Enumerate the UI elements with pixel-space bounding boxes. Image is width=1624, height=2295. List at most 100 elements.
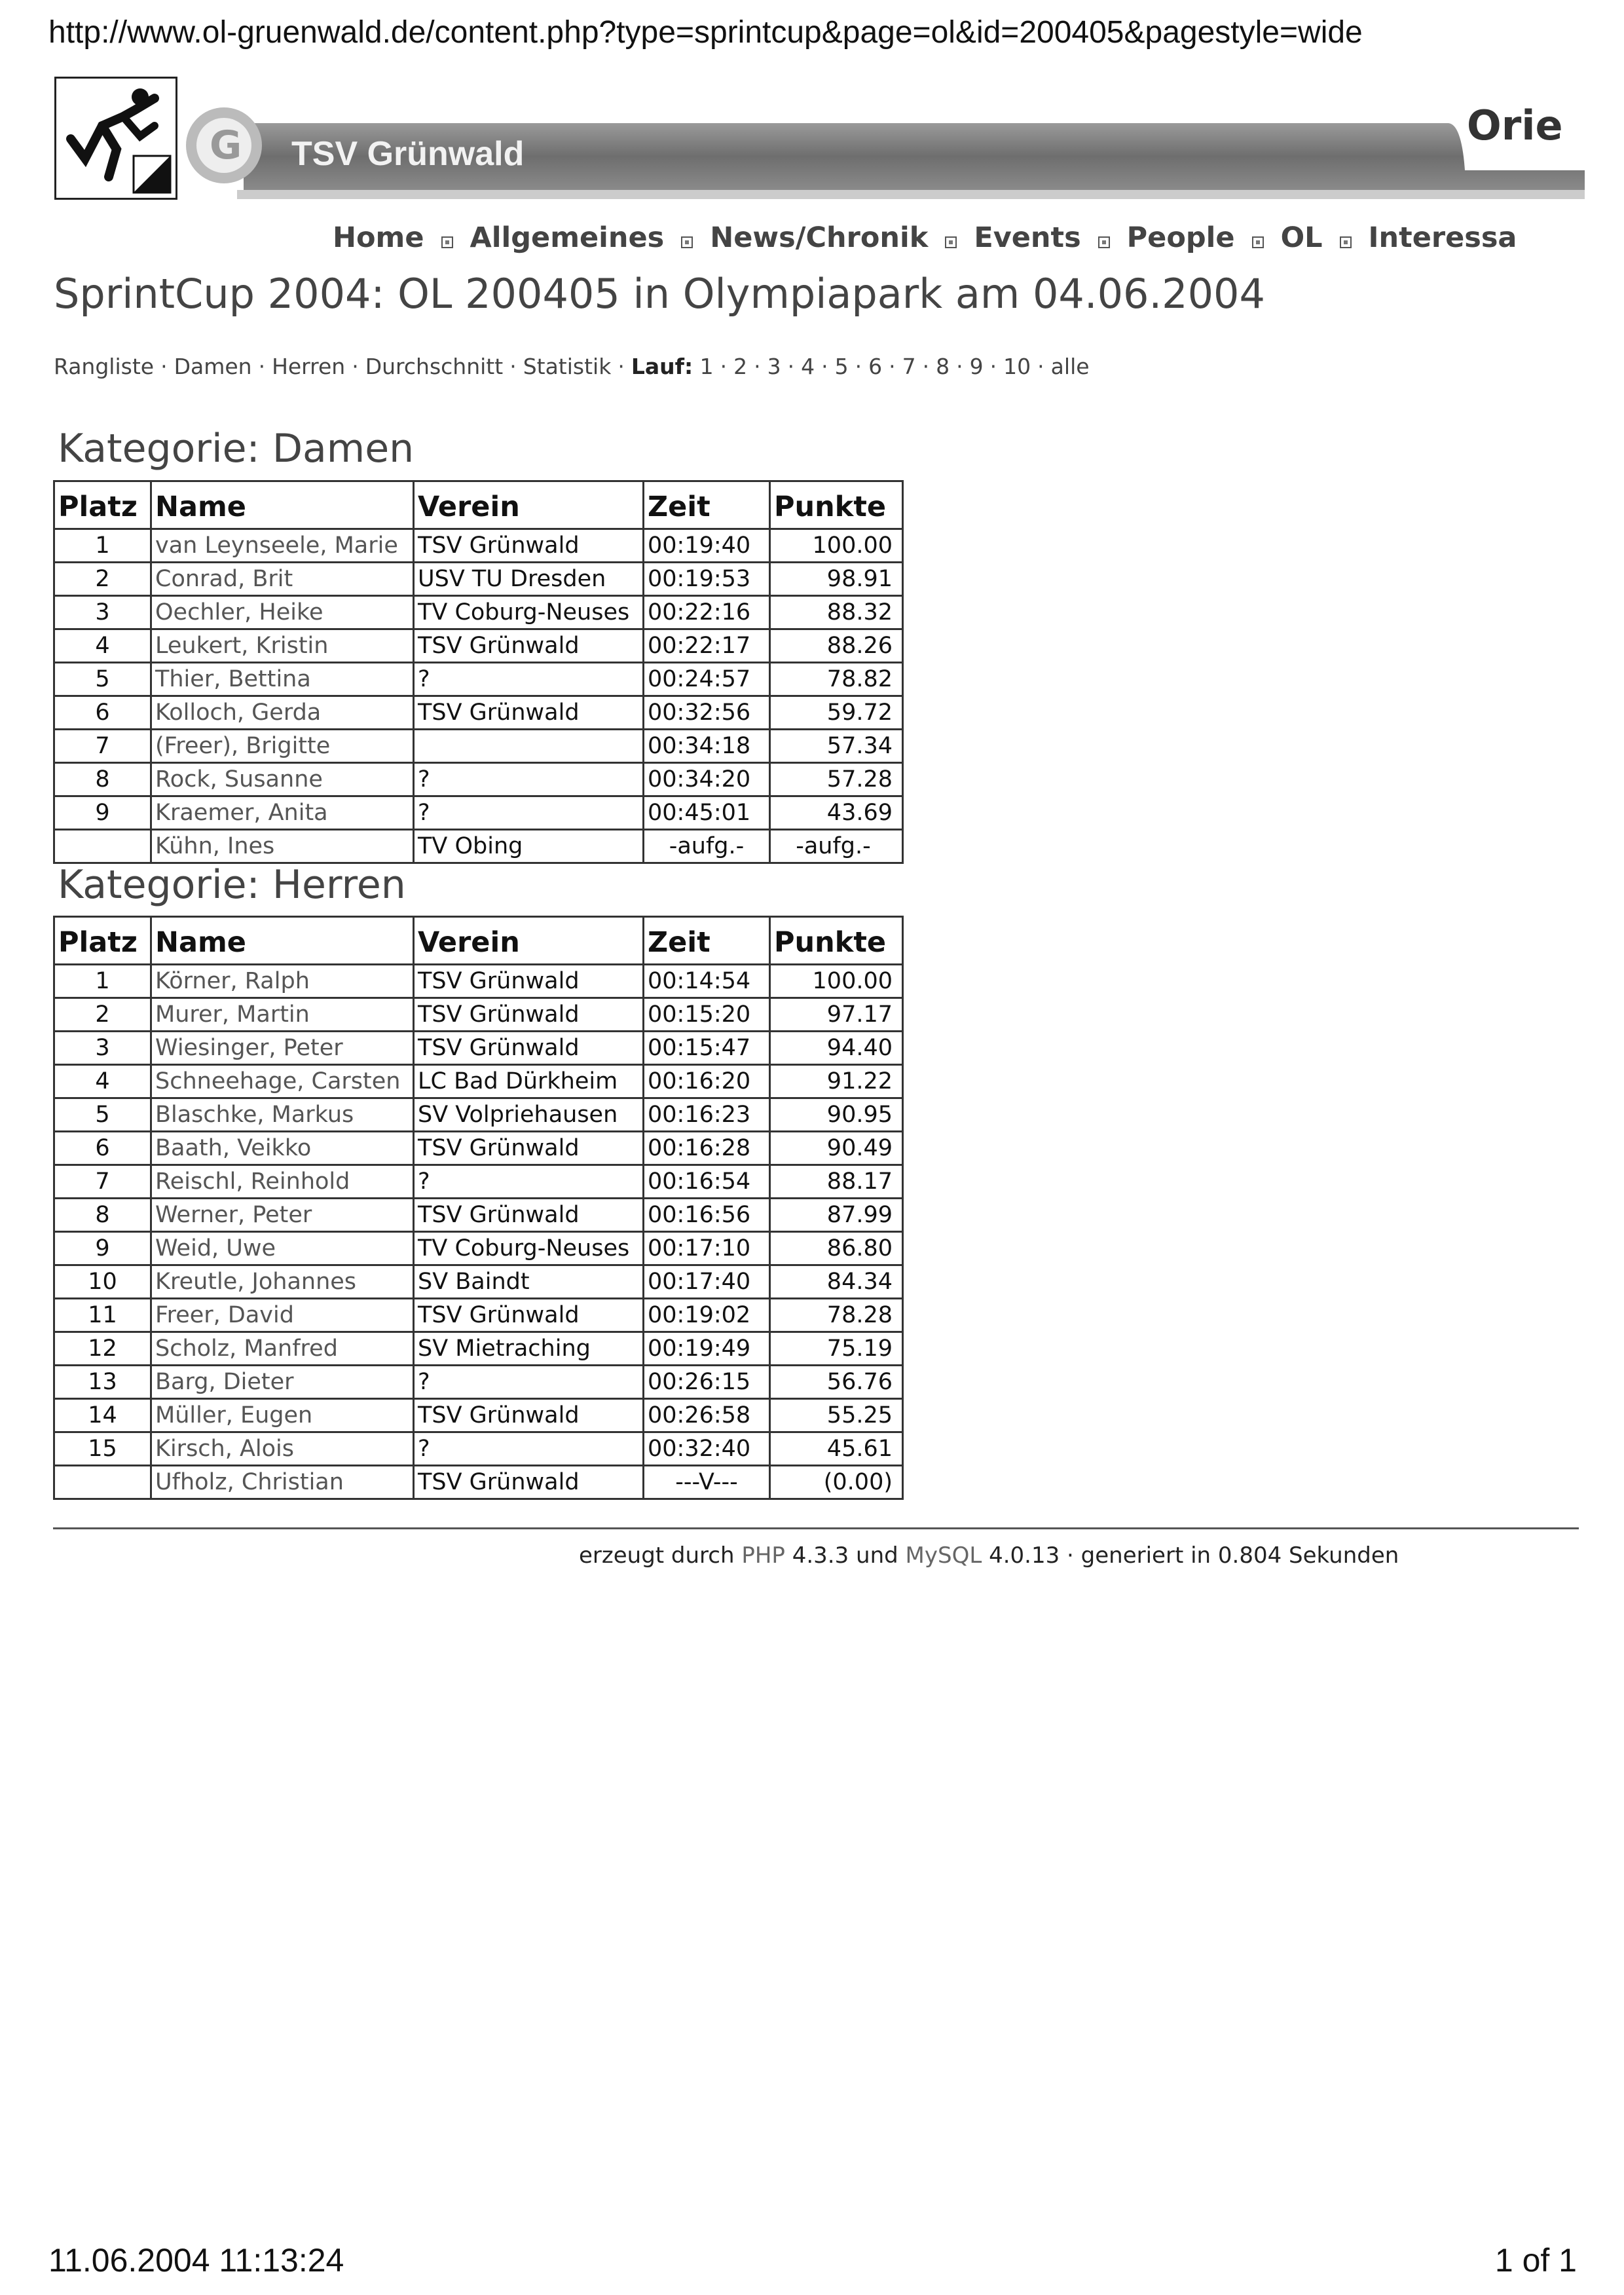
lauf-link-3[interactable]: 3 bbox=[767, 354, 781, 379]
punkte-cell: 100.00 bbox=[769, 963, 904, 999]
platz-cell: 7 bbox=[53, 728, 152, 764]
nav-events[interactable]: Events bbox=[974, 221, 1081, 254]
column-header-punkte: Punkte bbox=[769, 916, 904, 965]
verein-cell: TSV Grünwald bbox=[413, 695, 644, 730]
verein-cell: TSV Grünwald bbox=[413, 997, 644, 1032]
table-row: 1 Körner, Ralph TSV Grünwald 00:14:54 100.00 bbox=[53, 963, 904, 999]
verein-cell: ? bbox=[413, 1364, 644, 1400]
platz-cell: 8 bbox=[53, 762, 152, 797]
mysql-link[interactable]: MySQL bbox=[905, 1542, 982, 1569]
platz-cell bbox=[53, 829, 152, 864]
subnav-link-herren[interactable]: Herren bbox=[272, 354, 346, 379]
name-cell: Werner, Peter bbox=[150, 1197, 415, 1233]
zeit-cell: 00:32:40 bbox=[642, 1431, 771, 1466]
lauf-link-7[interactable]: 7 bbox=[902, 354, 916, 379]
nav-ol[interactable]: OL bbox=[1280, 221, 1323, 254]
verein-cell: TSV Grünwald bbox=[413, 1398, 644, 1433]
nav-people[interactable]: People bbox=[1126, 221, 1235, 254]
orienteering-runner-icon[interactable] bbox=[54, 77, 177, 200]
platz-cell: 12 bbox=[53, 1331, 152, 1366]
lauf-link-4[interactable]: 4 bbox=[801, 354, 815, 379]
separator-dot: · bbox=[922, 354, 930, 379]
lauf-link-alle[interactable]: alle bbox=[1050, 354, 1090, 379]
footer-text: erzeugt durch bbox=[579, 1542, 742, 1569]
verein-cell: ? bbox=[413, 762, 644, 797]
table-row: 10 Kreutle, Johannes SV Baindt 00:17:40 84.3… bbox=[53, 1264, 904, 1299]
separator-dot: · bbox=[720, 354, 728, 379]
svg-text:G: G bbox=[210, 122, 242, 168]
platz-cell: 5 bbox=[53, 1097, 152, 1132]
punkte-cell: 88.26 bbox=[769, 628, 904, 663]
table-row: 2 Conrad, Brit USV TU Dresden 00:19:53 98.91 bbox=[53, 561, 904, 597]
zeit-cell: 00:24:57 bbox=[642, 662, 771, 697]
separator-dot: · bbox=[754, 354, 761, 379]
nav-news-chronik[interactable]: News/Chronik bbox=[710, 221, 929, 254]
separator-dot: · bbox=[956, 354, 963, 379]
lauf-label: Lauf: bbox=[631, 354, 693, 379]
php-link[interactable]: PHP bbox=[741, 1542, 785, 1569]
name-cell: Barg, Dieter bbox=[150, 1364, 415, 1400]
table-row: 12 Scholz, Manfred SV Mietraching 00:19:49 7… bbox=[53, 1331, 904, 1366]
subnav-link-damen[interactable]: Damen bbox=[174, 354, 252, 379]
platz-cell: 10 bbox=[53, 1264, 152, 1299]
name-cell: van Leynseele, Marie bbox=[150, 528, 415, 563]
zeit-cell: ---V--- bbox=[642, 1465, 771, 1500]
print-date: 11.06.2004 11:13:24 bbox=[48, 2242, 344, 2279]
verein-cell: USV TU Dresden bbox=[413, 561, 644, 597]
table-row: 11 Freer, David TSV Grünwald 00:19:02 78.28 bbox=[53, 1297, 904, 1333]
nav-allgemeines[interactable]: Allgemeines bbox=[470, 221, 665, 254]
lauf-link-9[interactable]: 9 bbox=[969, 354, 984, 379]
table-row: 5 Thier, Bettina? 00:24:57 78.82 bbox=[53, 662, 904, 697]
bullet-icon bbox=[1098, 236, 1110, 248]
lauf-link-2[interactable]: 2 bbox=[733, 354, 748, 379]
bullet-icon bbox=[1251, 236, 1264, 248]
nav-interessantes[interactable]: Interessa bbox=[1368, 221, 1517, 254]
zeit-cell: 00:16:28 bbox=[642, 1130, 771, 1166]
name-cell: Murer, Martin bbox=[150, 997, 415, 1032]
zeit-cell: 00:16:20 bbox=[642, 1064, 771, 1099]
subnav-link-rangliste[interactable]: Rangliste bbox=[54, 354, 155, 379]
verein-cell: TV Coburg-Neuses bbox=[413, 595, 644, 630]
lauf-link-1[interactable]: 1 bbox=[699, 354, 714, 379]
punkte-cell: 78.82 bbox=[769, 662, 904, 697]
lauf-link-8[interactable]: 8 bbox=[936, 354, 950, 379]
subnav-link-durchschnitt[interactable]: Durchschnitt bbox=[365, 354, 504, 379]
platz-cell: 2 bbox=[53, 561, 152, 597]
platz-cell: 14 bbox=[53, 1398, 152, 1433]
lauf-link-5[interactable]: 5 bbox=[834, 354, 849, 379]
zeit-cell: 00:45:01 bbox=[642, 795, 771, 830]
verein-cell: TSV Grünwald bbox=[413, 1297, 644, 1333]
separator-dot: · bbox=[989, 354, 997, 379]
platz-cell: 7 bbox=[53, 1164, 152, 1199]
separator-dot: · bbox=[258, 354, 266, 379]
zeit-cell: 00:16:56 bbox=[642, 1197, 771, 1233]
punkte-cell: 94.40 bbox=[769, 1030, 904, 1066]
lauf-link-10[interactable]: 10 bbox=[1003, 354, 1031, 379]
punkte-cell: 57.28 bbox=[769, 762, 904, 797]
lauf-link-6[interactable]: 6 bbox=[868, 354, 883, 379]
name-cell: Schneehage, Carsten bbox=[150, 1064, 415, 1099]
table-row: 6 Kolloch, Gerda TSV Grünwald 00:32:56 59.72 bbox=[53, 695, 904, 730]
name-cell: Blaschke, Markus bbox=[150, 1097, 415, 1132]
platz-cell: 9 bbox=[53, 1231, 152, 1266]
platz-cell bbox=[53, 1465, 152, 1500]
zeit-cell: -aufg.- bbox=[642, 829, 771, 864]
nav-home[interactable]: Home bbox=[333, 221, 424, 254]
column-header-name: Name bbox=[150, 916, 415, 965]
verein-cell: SV Volpriehausen bbox=[413, 1097, 644, 1132]
verein-cell: ? bbox=[413, 795, 644, 830]
separator-dot: · bbox=[787, 354, 795, 379]
verein-cell: TSV Grünwald bbox=[413, 528, 644, 563]
name-cell: (Freer), Brigitte bbox=[150, 728, 415, 764]
verein-cell: TSV Grünwald bbox=[413, 1197, 644, 1233]
separator-dot: · bbox=[160, 354, 168, 379]
name-cell: Baath, Veikko bbox=[150, 1130, 415, 1166]
table-row: Kühn, Ines TV Obing -aufg.- -aufg.- bbox=[53, 829, 904, 864]
punkte-cell: 78.28 bbox=[769, 1297, 904, 1333]
name-cell: Kraemer, Anita bbox=[150, 795, 415, 830]
header-banner: G bbox=[185, 98, 1585, 203]
footer: erzeugt durch PHP 4.3.3 und MySQL 4.0.13… bbox=[579, 1542, 1399, 1569]
subnav-link-statistik[interactable]: Statistik bbox=[523, 354, 612, 379]
platz-cell: 6 bbox=[53, 1130, 152, 1166]
platz-cell: 5 bbox=[53, 662, 152, 697]
